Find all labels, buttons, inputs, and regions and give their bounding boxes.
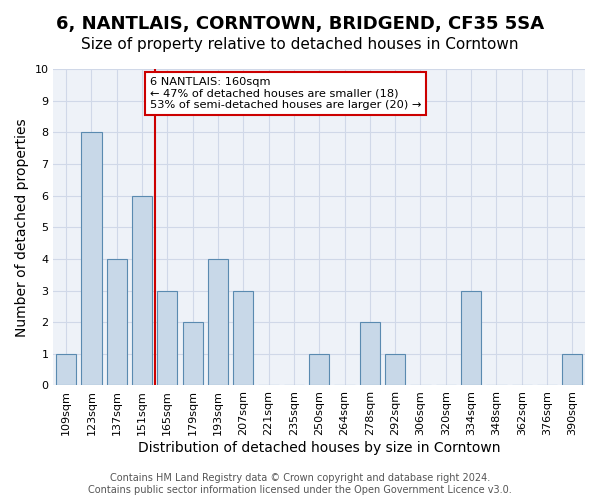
Bar: [233, 290, 253, 386]
Text: Size of property relative to detached houses in Corntown: Size of property relative to detached ho…: [81, 38, 519, 52]
Bar: [56, 354, 76, 386]
Bar: [562, 354, 583, 386]
Text: Contains HM Land Registry data © Crown copyright and database right 2024.
Contai: Contains HM Land Registry data © Crown c…: [88, 474, 512, 495]
Text: 6, NANTLAIS, CORNTOWN, BRIDGEND, CF35 5SA: 6, NANTLAIS, CORNTOWN, BRIDGEND, CF35 5S…: [56, 15, 544, 33]
Bar: [385, 354, 405, 386]
Bar: [461, 290, 481, 386]
Bar: [360, 322, 380, 386]
Bar: [309, 354, 329, 386]
Bar: [132, 196, 152, 386]
Text: 6 NANTLAIS: 160sqm
← 47% of detached houses are smaller (18)
53% of semi-detache: 6 NANTLAIS: 160sqm ← 47% of detached hou…: [149, 77, 421, 110]
Bar: [157, 290, 178, 386]
Y-axis label: Number of detached properties: Number of detached properties: [15, 118, 29, 336]
X-axis label: Distribution of detached houses by size in Corntown: Distribution of detached houses by size …: [138, 441, 500, 455]
Bar: [81, 132, 101, 386]
Bar: [107, 259, 127, 386]
Bar: [182, 322, 203, 386]
Bar: [208, 259, 228, 386]
